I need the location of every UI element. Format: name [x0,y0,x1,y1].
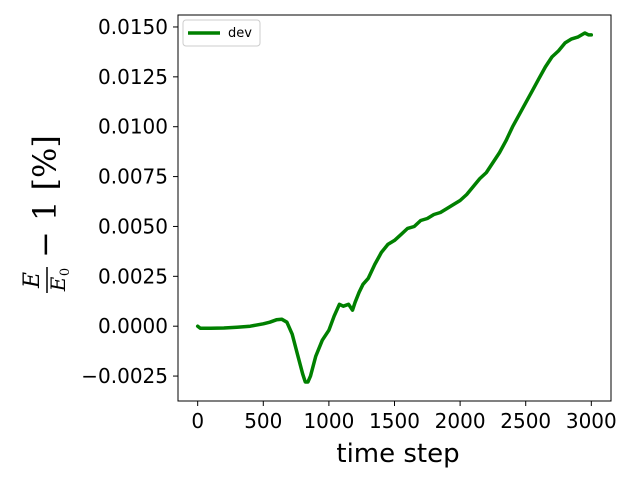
y-tick-label: 0.0025 [98,264,168,288]
y-tick-label: 0.0125 [98,65,168,89]
x-tick-label: 1000 [303,409,354,433]
x-tick-label: 500 [244,409,282,433]
x-tick-label: 3000 [566,409,617,433]
y-axis-label: E E 0 − 1 [%] [20,135,73,293]
y-tick-label: 0.0050 [98,214,168,238]
y-tick-label: 0.0075 [98,165,168,189]
series-line-dev [195,31,594,384]
x-axis-ticks: 0 500 1000 1500 2000 2500 3000 [191,401,617,433]
series-layer [195,31,594,384]
x-tick-label: 0 [191,409,204,433]
y-label-suffix: − 1 [%] [26,135,64,258]
y-tick-label: 0.0000 [98,314,168,338]
legend-box [182,19,261,47]
y-label-numerator: E [20,272,45,289]
legend: dev [182,19,261,47]
legend-label-dev: dev [228,26,252,41]
y-tick-label: 0.0150 [98,15,168,39]
y-axis-ticks: −0.0025 0.0000 0.0025 0.0050 0.0075 0.0100 0.0… [81,15,178,388]
y-label-denominator-subscript: 0 [58,268,73,276]
y-label-denominator: E [46,276,70,292]
y-tick-label: 0.0100 [98,115,168,139]
plot-area [177,14,612,402]
x-tick-label: 2000 [435,409,486,433]
x-axis-label: time step [336,439,459,469]
x-tick-label: 2500 [500,409,551,433]
x-tick-label: 1500 [369,409,420,433]
y-tick-label: −0.0025 [81,364,168,388]
